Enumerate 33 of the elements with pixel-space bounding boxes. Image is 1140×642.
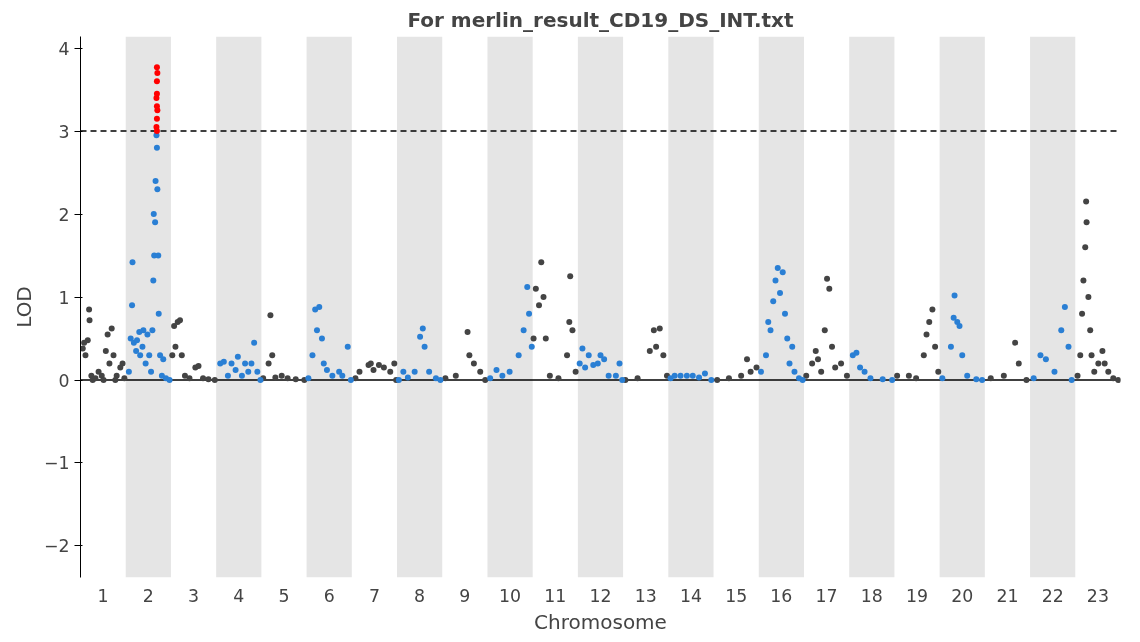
y-tick-label: 2 [58, 204, 70, 225]
x-tick-label: 22 [1041, 585, 1064, 606]
y-tick-label: −2 [43, 536, 70, 557]
y-axis-title: LOD [11, 286, 36, 328]
x-tick-label: 14 [679, 585, 702, 606]
y-tick-label: 3 [58, 121, 70, 142]
x-tick-label: 11 [544, 585, 567, 606]
x-tick-label: 16 [770, 585, 793, 606]
x-tick-label: 20 [951, 585, 974, 606]
x-tick-label: 10 [499, 585, 522, 606]
x-tick-label: 7 [368, 585, 380, 606]
y-tick-label: 1 [58, 287, 70, 308]
x-tick-label: 13 [634, 585, 657, 606]
chart-title: For merlin_result_CD19_DS_INT.txt [407, 7, 795, 32]
x-tick-label: 18 [860, 585, 883, 606]
x-tick-label: 6 [323, 585, 335, 606]
x-tick-label: 4 [233, 585, 245, 606]
x-tick-label: 19 [906, 585, 929, 606]
x-tick-label: 5 [278, 585, 290, 606]
x-tick-label: 17 [815, 585, 838, 606]
x-tick-label: 1 [97, 585, 109, 606]
x-tick-label: 23 [1086, 585, 1109, 606]
x-tick-label: 9 [459, 585, 471, 606]
x-tick-label: 8 [414, 585, 426, 606]
x-tick-label: 21 [996, 585, 1019, 606]
x-axis-title: Chromosome [534, 609, 667, 634]
y-tick-label: −1 [43, 453, 70, 474]
x-tick-label: 2 [142, 585, 154, 606]
y-tick-label: 4 [58, 38, 70, 59]
x-tick-label: 3 [188, 585, 200, 606]
x-tick-label: 15 [725, 585, 748, 606]
y-tick-label: 0 [58, 370, 70, 391]
x-tick-label: 12 [589, 585, 612, 606]
